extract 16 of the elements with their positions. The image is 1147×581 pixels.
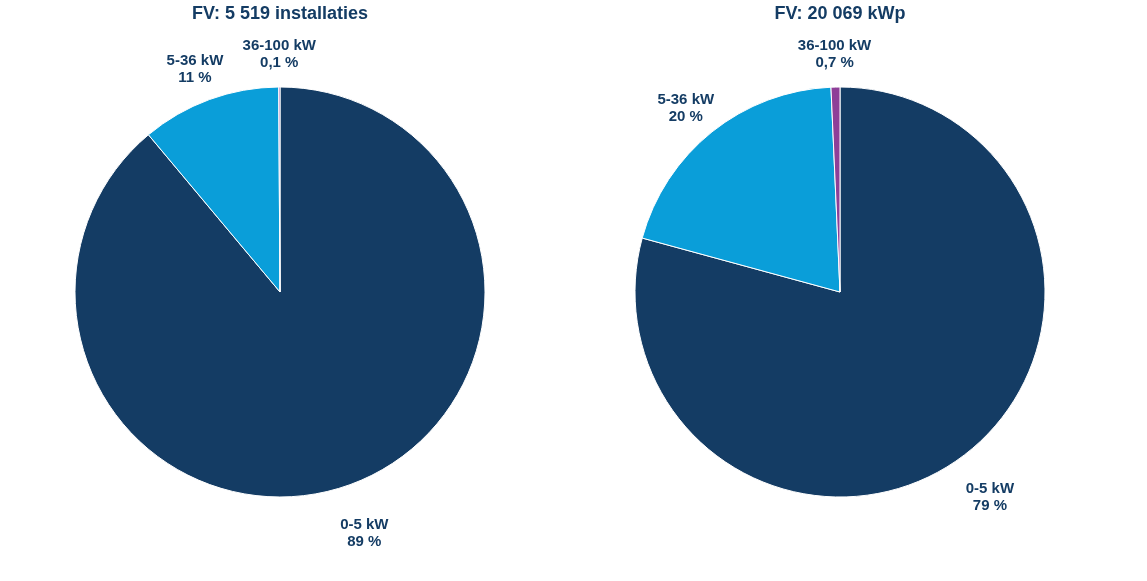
chart-title: FV: 20 069 kWp: [774, 3, 906, 23]
slice-label: 36-100 kW: [242, 36, 317, 53]
data-label: 0,7 %: [815, 53, 854, 71]
pie-slice: [634, 86, 1046, 498]
slice-label: 5-36 kW: [166, 51, 225, 69]
chart-title: FV: 5 519 installaties: [191, 3, 369, 23]
data-label: 89 %: [347, 532, 382, 550]
data-label: 79 %: [972, 496, 1008, 514]
data-label: 11 %: [178, 68, 212, 86]
data-label: 0,1 %: [260, 53, 299, 70]
pie-slice: [74, 86, 486, 498]
slice-label: 0-5 kW: [965, 479, 1015, 497]
data-label: 20 %: [668, 107, 703, 125]
slice-label: 5-36 kW: [657, 90, 715, 108]
slice-label: 36-100 kW: [797, 36, 873, 54]
slice-label: 0-5 kW: [340, 515, 390, 533]
